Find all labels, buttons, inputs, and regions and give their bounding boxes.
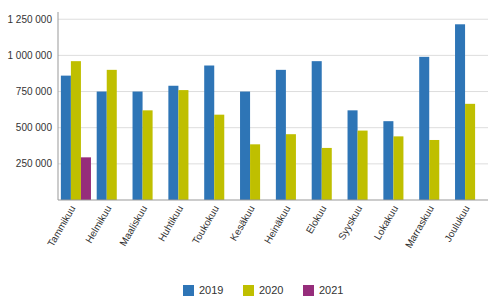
x-tick-label: Huhtikuu: [156, 204, 185, 244]
bar: [455, 24, 465, 200]
bar: [204, 66, 214, 200]
series: [71, 61, 475, 200]
bar: [250, 144, 260, 200]
y-tick-label: 1 250 000: [8, 14, 53, 25]
x-tick-label: Joulukuu: [442, 204, 472, 244]
bar: [81, 157, 91, 200]
bar: [168, 86, 178, 200]
y-tick-label: 1 000 000: [8, 50, 53, 61]
x-tick-label: Syyskuu: [336, 204, 364, 242]
legend-swatch: [243, 285, 254, 296]
bars: [61, 24, 475, 200]
x-tick-label: Marraskuu: [403, 204, 436, 250]
bar: [312, 61, 322, 200]
x-tick-label: Tammikuu: [45, 204, 77, 249]
y-tick-label: 750 000: [16, 86, 53, 97]
y-axis: 250 000 500 000 750 000 1 000 000 1 250 000: [8, 14, 53, 170]
legend-swatch: [183, 285, 194, 296]
legend: 2019 2020 2021: [183, 284, 343, 296]
chart-svg: 250 000 500 000 750 000 1 000 000 1 250 000 T…: [0, 0, 500, 308]
series: [61, 24, 465, 200]
series: [81, 157, 91, 200]
bar: [71, 61, 81, 200]
bar: [143, 110, 153, 200]
bar: [97, 92, 107, 200]
y-tick-label: 250 000: [16, 158, 53, 169]
bar: [61, 76, 71, 200]
legend-label: 2021: [319, 284, 343, 296]
bar: [214, 115, 224, 200]
bar: [358, 131, 368, 200]
bar: [419, 57, 429, 200]
y-tick-label: 500 000: [16, 122, 53, 133]
bar: [348, 110, 358, 200]
x-tick-label: Kesäkuu: [228, 203, 257, 242]
grid-line: [58, 55, 488, 56]
x-tick-label: Toukokuu: [190, 204, 221, 247]
bar: [276, 70, 286, 200]
bar: [465, 104, 475, 200]
y-axis-line: [58, 12, 59, 200]
bar: [383, 121, 393, 200]
legend-label: 2019: [199, 284, 223, 296]
x-tick-label: Elokuu: [304, 204, 329, 236]
x-tick-label: Helmikuu: [83, 204, 113, 246]
grid-line: [58, 19, 488, 20]
x-tick-label: Maaliskuu: [117, 204, 149, 248]
bar: [107, 70, 117, 200]
bar: [240, 92, 250, 200]
bar: [429, 140, 439, 200]
bar: [133, 92, 143, 200]
bar: [286, 134, 296, 200]
chart-container: 250 000 500 000 750 000 1 000 000 1 250 000 T…: [0, 0, 500, 308]
x-axis: TammikuuHelmikuuMaaliskuuHuhtikuuToukoku…: [45, 203, 471, 249]
bar: [393, 136, 403, 200]
legend-label: 2020: [259, 284, 283, 296]
x-tick-label: Heinäkuu: [262, 204, 293, 246]
legend-swatch: [303, 285, 314, 296]
x-axis-line: [58, 200, 488, 201]
x-tick-label: Lokakuu: [372, 204, 400, 242]
bar: [322, 148, 332, 200]
bar: [178, 90, 188, 200]
